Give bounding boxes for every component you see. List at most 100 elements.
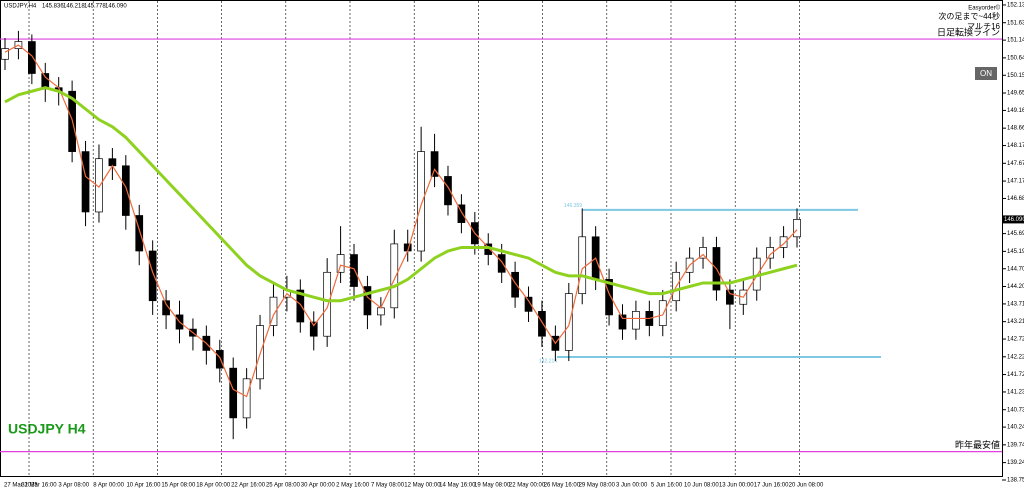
- candle-body: [417, 151, 425, 252]
- x-tick-label: 17 Jun 16:00: [754, 483, 789, 489]
- candle-body: [135, 215, 144, 252]
- candle-body: [309, 321, 318, 337]
- y-tick-label: 152.130: [1007, 3, 1024, 9]
- y-tick-label: 140.240: [1007, 425, 1024, 431]
- x-tick-label: 20 Jun 08:00: [789, 483, 824, 489]
- y-tick-label: 147.170: [1007, 179, 1024, 185]
- x-tick-label: 15 Apr 08:00: [161, 483, 196, 489]
- y-tick-label: 145.190: [1007, 249, 1024, 255]
- candle-body: [81, 151, 90, 213]
- y-tick-label: 143.210: [1007, 319, 1024, 325]
- candle-body: [41, 73, 50, 89]
- candle-body: [538, 311, 546, 337]
- x-tick-label: 27 Mar 2025: [4, 483, 38, 489]
- x-tick-label: 22 May 00:00: [509, 483, 546, 489]
- candle-body: [390, 243, 399, 309]
- ma-line: [4, 44, 798, 398]
- candle-body: [242, 378, 251, 419]
- x-tick-label: 14 May 16:00: [439, 483, 476, 489]
- x-tick-label: 22 Apr 16:00: [231, 483, 266, 489]
- candle-body: [215, 350, 224, 369]
- candle-body: [524, 296, 533, 312]
- y-tick-label: 144.700: [1007, 266, 1024, 272]
- candle-body: [793, 219, 801, 238]
- candle-body: [350, 254, 358, 287]
- x-tick-label: 2 May 16:00: [336, 483, 370, 489]
- y-tick-label: 148.170: [1007, 143, 1024, 149]
- candle-body: [323, 271, 332, 337]
- level-label: 昨年最安値: [955, 439, 1000, 450]
- candle-body: [511, 271, 519, 298]
- level-value: 142.214: [539, 358, 557, 364]
- candle-body: [658, 300, 667, 326]
- candle-body: [444, 176, 452, 206]
- overlay-text: 次の足まで~44秒: [938, 11, 1000, 21]
- y-tick-label: 149.650: [1007, 91, 1024, 97]
- y-tick-label: 147.670: [1007, 161, 1024, 167]
- header-value: 146.218: [63, 4, 85, 10]
- overlay-text: マルチ16: [967, 22, 1000, 31]
- candle-body: [430, 151, 439, 177]
- candle-body: [121, 165, 130, 216]
- candle-body: [229, 367, 238, 419]
- candle-body: [779, 236, 788, 248]
- header-value: 145.836: [42, 4, 64, 10]
- candle-body: [1, 48, 9, 60]
- y-tick-label: 145.690: [1007, 231, 1024, 237]
- y-tick-label: 144.200: [1007, 284, 1024, 290]
- candle-body: [336, 254, 345, 273]
- candle-body: [377, 307, 385, 316]
- candle-body: [766, 247, 775, 259]
- x-tick-label: 10 Jun 08:00: [684, 483, 719, 489]
- price-tag: [1003, 215, 1024, 224]
- level-value: 146.359: [564, 203, 582, 209]
- candle-body: [497, 254, 506, 273]
- on-button-label[interactable]: ON: [980, 69, 992, 78]
- ma-line: [4, 86, 798, 303]
- y-tick-label: 139.740: [1007, 442, 1024, 448]
- candle-body: [363, 286, 372, 316]
- candle-body: [162, 300, 170, 316]
- candle-body: [618, 314, 627, 330]
- price-label: 146.090: [1004, 217, 1024, 223]
- candle-body: [564, 293, 573, 351]
- x-tick-label: 8 Apr 00:00: [93, 483, 124, 489]
- x-tick-label: 3 Jun 00:00: [616, 483, 648, 489]
- watermark: USDJPY H4: [8, 421, 86, 437]
- chart-title: USDJPY,H4: [4, 4, 37, 10]
- x-tick-label: 26 May 16:00: [544, 483, 581, 489]
- x-tick-label: 3 Apr 08:00: [58, 483, 89, 489]
- y-tick-label: 150.150: [1007, 73, 1024, 79]
- candle-body: [296, 289, 305, 323]
- candle-body: [148, 250, 157, 302]
- y-tick-label: 139.240: [1007, 460, 1024, 466]
- y-tick-label: 143.710: [1007, 301, 1024, 307]
- y-tick-label: 148.660: [1007, 126, 1024, 132]
- candle-body: [27, 41, 36, 74]
- candle-body: [269, 296, 278, 326]
- plot-frame: [0, 0, 1003, 477]
- on-button[interactable]: [975, 67, 997, 80]
- candle-body: [699, 247, 707, 259]
- candle-body: [95, 158, 103, 213]
- y-tick-label: 151.630: [1007, 20, 1024, 26]
- x-tick-label: 19 May 08:00: [474, 483, 511, 489]
- y-tick-label: 141.230: [1007, 390, 1024, 396]
- y-tick-label: 151.140: [1007, 38, 1024, 44]
- header-value: 145.778: [84, 4, 106, 10]
- y-tick-label: 138.750: [1007, 478, 1024, 484]
- y-tick-label: 149.160: [1007, 108, 1024, 114]
- candle-body: [632, 311, 640, 330]
- x-tick-label: 10 Apr 16:00: [126, 483, 161, 489]
- candle-body: [457, 204, 466, 223]
- header-value: 146.090: [105, 4, 127, 10]
- x-tick-label: 31 Mar 16:00: [21, 483, 57, 489]
- overlay-text: 日足転換ライン: [937, 26, 1000, 37]
- y-tick-label: 142.220: [1007, 354, 1024, 360]
- overlay-text: Easyorder©: [968, 5, 1000, 12]
- candle-body: [605, 279, 613, 316]
- x-tick-label: 30 Apr 00:00: [301, 483, 336, 489]
- candle-body: [726, 289, 734, 305]
